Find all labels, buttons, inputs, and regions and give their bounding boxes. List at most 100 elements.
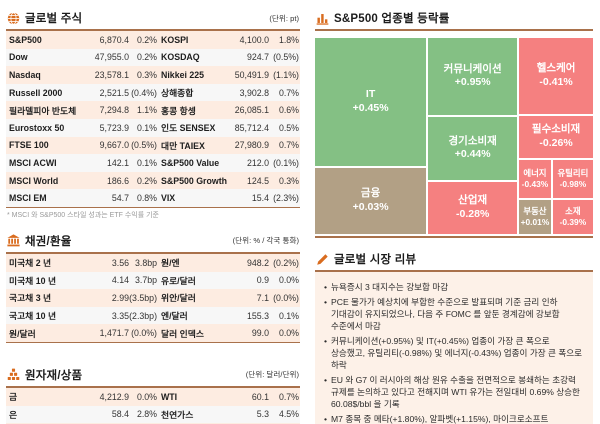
table-row: 원/달러 1,471.7 (0.0%) 달러 인덱스 99.0 0.0% (6, 324, 300, 342)
sector-change: -0.28% (456, 208, 490, 221)
table-row: 미국채 10 년 4.14 3.7bp 유로/달러 0.9 0.0% (6, 271, 300, 290)
instrument-name: 은 (9, 409, 18, 420)
left-column: 글로벌 주식 (단위: pt) S&P500 6,870.4 0.2% KOSPI 4,… (6, 4, 300, 424)
instrument-change: 2.8% (136, 409, 157, 420)
treemap-column: 커뮤니케이션 +0.95% 경기소비재 +0.44% 산업재 -0.28% (428, 38, 518, 234)
table-row: Russell 2000 2,521.5 (0.4%) 상해종합 3,902.8 0.7% (6, 83, 300, 102)
instrument-change: (0.2%) (273, 257, 299, 268)
instrument-value: 5,723.9 (99, 122, 129, 133)
instrument-value: 15.4 (251, 193, 269, 204)
treemap-row: 에너지 -0.43% 유틸리티 -0.98% (519, 159, 593, 198)
instrument-value: 124.5 (246, 175, 269, 186)
sector-change: +0.45% (352, 102, 389, 115)
instrument-change: (0.5%) (273, 52, 299, 63)
instrument-change: 0.0% (278, 328, 299, 339)
instrument-name: 천연가스 (161, 409, 194, 420)
bonds-fx-section: 채권/환율 (단위: % / 각국 통화) 미국채 2 년 3.56 3.8bp 원/… (6, 231, 300, 343)
sector-change: -0.26% (539, 136, 573, 149)
sector-tile-energy: 에너지 -0.43% (519, 159, 551, 198)
sector-tile-it: IT +0.45% (315, 38, 427, 167)
instrument-name: KOSDAQ (161, 52, 200, 63)
sector-name: 헬스케어 (536, 62, 576, 75)
table-row: FTSE 100 9,667.0 (0.5%) 대만 TAIEX 27,980.9 0.7… (6, 136, 300, 155)
instrument-name: Russell 2000 (9, 87, 63, 98)
instrument-name: FTSE 100 (9, 140, 49, 151)
instrument-change: 1.8% (278, 34, 299, 45)
instrument-name: MSCI World (9, 175, 59, 186)
instrument-change: 0.1% (136, 122, 157, 133)
instrument-change: (3.5bp) (129, 292, 157, 303)
table-row: Dow 47,955.0 0.2% KOSDAQ 924.7 (0.5%) (6, 48, 300, 67)
review-bullet: PCE 물가가 예상치에 부합한 수준으로 발표되며 기준 금리 인하 기대감이… (323, 296, 585, 332)
instrument-value: 1,471.7 (99, 328, 129, 339)
table-row: Eurostoxx 50 5,723.9 0.1% 인도 SENSEX 85,712.4… (6, 118, 300, 137)
instrument-change: 0.1% (278, 310, 299, 321)
sector-name: 필수소비재 (531, 123, 581, 136)
instrument-change: (0.4%) (131, 87, 157, 98)
instrument-name: Dow (9, 52, 28, 63)
instrument-change: 0.2% (136, 175, 157, 186)
instrument-change: 0.0% (136, 391, 157, 402)
table-row: 미국채 2 년 3.56 3.8bp 원/엔 948.2 (0.2%) (6, 253, 300, 272)
sector-name: 에너지 (523, 168, 547, 179)
instrument-change: 0.1% (136, 157, 157, 168)
treemap-column: IT +0.45% 금융 +0.03% (315, 38, 427, 234)
sector-change: +0.03% (352, 201, 389, 214)
gold-bars-icon (7, 368, 20, 381)
section-title: 원자재/상품 (25, 369, 83, 382)
instrument-value: 7.1 (256, 292, 269, 303)
section-title: 글로벌 시장 리뷰 (334, 254, 417, 266)
sector-tile-communication: 커뮤니케이션 +0.95% (428, 38, 518, 115)
instrument-name: 필라델피아 반도체 (9, 105, 77, 116)
table-row: S&P500 6,870.4 0.2% KOSPI 4,100.0 1.8% (6, 31, 300, 49)
sector-name: 경기소비재 (448, 134, 497, 147)
bonds-fx-table: 미국채 2 년 3.56 3.8bp 원/엔 948.2 (0.2%) 미국채 10 년 4.… (6, 253, 300, 343)
instrument-value: 155.3 (246, 310, 269, 321)
table-row: 국고채 3 년 2.99 (3.5bp) 위안/달러 7.1 (0.0%) (6, 289, 300, 307)
instrument-name: WTI (161, 391, 178, 402)
instrument-name: S&P500 Value (161, 157, 220, 168)
instrument-name: 원/엔 (161, 258, 180, 269)
instrument-value: 142.1 (106, 157, 129, 168)
instrument-name: S&P500 Growth (161, 175, 227, 186)
instrument-value: 99.0 (251, 328, 269, 339)
instrument-value: 4.14 (111, 275, 129, 286)
instrument-value: 58.4 (111, 409, 129, 420)
instrument-change: (0.5%) (131, 140, 157, 151)
sector-name: 유틸리티 (557, 168, 589, 179)
instrument-value: 5.3 (256, 409, 269, 420)
section-title: 채권/환율 (25, 235, 72, 248)
bonds-fx-header: 채권/환율 (단위: % / 각국 통화) (6, 231, 300, 254)
sector-treemap-wrap: IT +0.45% 금융 +0.03% 커뮤니케이션 +0.95% (315, 38, 593, 238)
sector-tile-utilities: 유틸리티 -0.98% (552, 159, 593, 198)
instrument-change: 0.2% (136, 34, 157, 45)
table-row: 은 58.4 2.8% 천연가스 5.3 4.5% (6, 405, 300, 424)
instrument-value: 2.99 (111, 292, 129, 303)
instrument-value: 85,712.4 (234, 122, 269, 133)
global-stocks-header: 글로벌 주식 (단위: pt) (6, 8, 300, 31)
market-review-section: 글로벌 시장 리뷰 뉴욕증시 3 대지수는 강보합 마감 PCE 물가가 예상치에… (315, 249, 593, 424)
instrument-name: 홍콩 항셍 (161, 105, 196, 116)
instrument-value: 60.1 (251, 391, 269, 402)
instrument-name: 상해종합 (161, 88, 194, 99)
instrument-name: MSCI EM (9, 193, 47, 204)
instrument-change: 0.7% (278, 140, 299, 151)
table-row: MSCI World 186.6 0.2% S&P500 Growth 124.5 0.3… (6, 171, 300, 190)
instrument-change: (0.0%) (131, 328, 157, 339)
treemap-column: 헬스케어 -0.41% 필수소비재 -0.26% 에너지 -0.43% (519, 38, 593, 234)
sector-name: 산업재 (458, 194, 488, 207)
global-stocks-section: 글로벌 주식 (단위: pt) S&P500 6,870.4 0.2% KOSPI 4,… (6, 8, 300, 220)
instrument-change: 3.8bp (134, 257, 157, 268)
commodities-section: 원자재/상품 (단위: 달러/단위) 금 4,212.9 0.0% WTI 60.1 0.… (6, 365, 300, 424)
instrument-name: Nasdaq (9, 69, 41, 80)
global-stocks-table: S&P500 6,870.4 0.2% KOSPI 4,100.0 1.8% Dow 47,9… (6, 31, 300, 208)
sector-name: 소재 (565, 206, 581, 217)
sector-tile-cons-discretionary: 경기소비재 +0.44% (428, 116, 518, 181)
sector-tile-industrials: 산업재 -0.28% (428, 182, 518, 234)
instrument-change: (1.1%) (273, 69, 299, 80)
sector-change: -0.39% (559, 216, 587, 227)
instrument-change: 0.6% (278, 105, 299, 116)
unit-label: (단위: 달러/단위) (245, 370, 299, 380)
instrument-change: 0.2% (136, 52, 157, 63)
